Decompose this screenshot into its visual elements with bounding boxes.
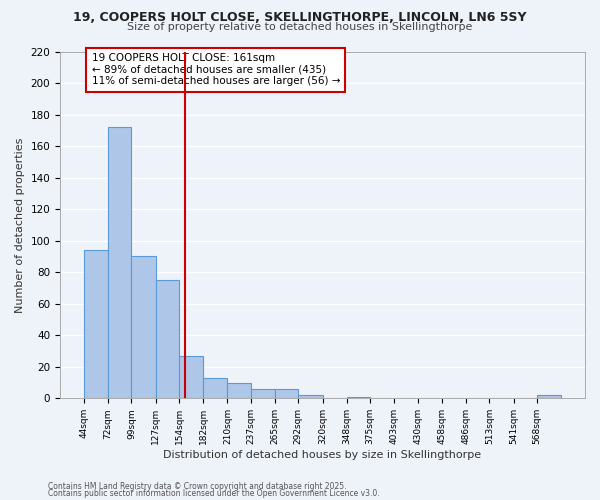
Bar bbox=[108, 127, 131, 398]
Text: Size of property relative to detached houses in Skellingthorpe: Size of property relative to detached ho… bbox=[127, 22, 473, 32]
Bar bbox=[347, 397, 370, 398]
Bar bbox=[155, 280, 179, 398]
Text: 19 COOPERS HOLT CLOSE: 161sqm
← 89% of detached houses are smaller (435)
11% of : 19 COOPERS HOLT CLOSE: 161sqm ← 89% of d… bbox=[92, 53, 340, 86]
Bar bbox=[179, 356, 203, 399]
Bar bbox=[537, 395, 561, 398]
Y-axis label: Number of detached properties: Number of detached properties bbox=[15, 137, 25, 312]
Bar bbox=[227, 382, 251, 398]
Bar bbox=[298, 395, 323, 398]
Bar bbox=[131, 256, 155, 398]
Bar bbox=[84, 250, 108, 398]
Bar bbox=[251, 389, 275, 398]
Bar bbox=[275, 389, 298, 398]
Text: Contains HM Land Registry data © Crown copyright and database right 2025.: Contains HM Land Registry data © Crown c… bbox=[48, 482, 347, 491]
Text: Contains public sector information licensed under the Open Government Licence v3: Contains public sector information licen… bbox=[48, 489, 380, 498]
X-axis label: Distribution of detached houses by size in Skellingthorpe: Distribution of detached houses by size … bbox=[163, 450, 482, 460]
Bar bbox=[203, 378, 227, 398]
Text: 19, COOPERS HOLT CLOSE, SKELLINGTHORPE, LINCOLN, LN6 5SY: 19, COOPERS HOLT CLOSE, SKELLINGTHORPE, … bbox=[73, 11, 527, 24]
